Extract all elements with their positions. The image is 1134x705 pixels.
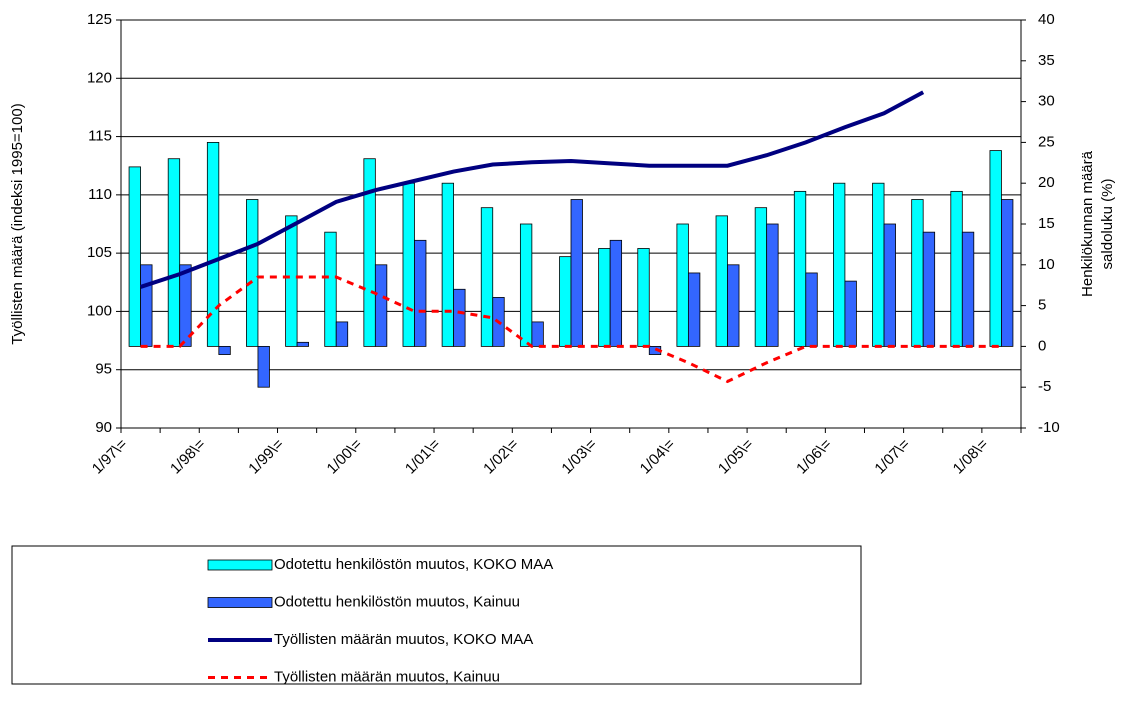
y-tick-label: 95 [95,361,112,378]
bar [257,345,270,388]
legend-label: Odotettu henkilöstön muutos, KOKO MAA [274,556,553,573]
y-tick-label: 115 [88,128,112,145]
x-tick-label: 1/01\= [402,435,444,477]
bar [414,239,427,347]
bar [872,182,885,347]
x-tick-label: 1/98\= [167,435,209,477]
bar [833,182,846,347]
bar [324,231,337,347]
bar [637,248,650,347]
bar [296,341,309,347]
bar [766,223,779,347]
x-tick-label: 1/99\= [245,435,287,477]
x-tick-label: 1/04\= [637,435,679,477]
bar [570,199,583,347]
x-tick-label: 1/97\= [89,435,131,477]
bar [441,182,455,347]
bar [246,199,259,347]
bar [754,207,768,347]
legend-label: Työllisten määrän muutos, KOKO MAA [274,631,533,648]
x-tick-label: 1/06\= [793,435,835,477]
x-tick-label: 1/08\= [950,435,992,477]
y2-tick-label: -5 [1038,378,1051,395]
bar [531,321,544,347]
y2-tick-label: 0 [1038,337,1046,354]
bar [793,190,807,347]
y-tick-label: 90 [95,419,112,436]
bar [179,264,192,347]
y2-tick-label: 15 [1038,215,1055,232]
y2-tick-label: 5 [1038,297,1046,314]
y-tick-label: 120 [87,69,112,86]
x-tick-label: 1/00\= [324,435,366,477]
legend-swatch [207,597,273,608]
x-tick-label: 1/07\= [871,435,913,477]
y2-tick-label: 10 [1038,256,1055,273]
bar [374,264,388,347]
bar [453,288,466,347]
x-tick-label: 1/02\= [480,435,522,477]
y2-axis-label: Henkilökunnan määrä [1079,150,1096,297]
y-tick-label: 125 [87,11,112,28]
x-tick-label: 1/03\= [558,435,600,477]
y-tick-label: 105 [87,244,112,261]
line [139,90,925,289]
y-axis-label: Työllisten määrä (indeksi 1995=100) [9,103,26,344]
bar [559,256,572,347]
bar [167,158,181,347]
line [140,275,1002,384]
y-tick-label: 100 [87,302,112,319]
bar [363,158,376,347]
legend-label: Odotettu henkilöstön muutos, Kainuu [274,593,520,610]
bar [922,231,936,347]
bar [598,248,611,347]
bar [950,190,963,347]
bar [715,215,728,347]
y2-tick-label: 25 [1038,133,1055,150]
legend-swatch [207,559,273,571]
bar [140,264,153,347]
y2-tick-label: 40 [1038,11,1055,28]
bar [609,239,623,347]
bar [335,321,349,347]
bar [218,345,231,355]
y2-tick-label: -10 [1038,419,1060,436]
y-tick-label: 110 [88,186,112,203]
bar [844,280,857,347]
bar [883,223,896,347]
bar [676,223,689,347]
y2-tick-label: 35 [1038,52,1055,69]
bar [480,207,494,347]
bar [519,223,533,347]
bar [911,199,924,347]
bar [687,272,701,347]
legend-label: Työllisten määrän muutos, Kainuu [274,668,500,685]
bar [805,272,818,347]
bar [1001,199,1014,347]
bar [128,166,141,347]
bar [285,215,298,347]
y2-tick-label: 20 [1038,174,1055,191]
bar [961,231,975,347]
bar [727,264,740,347]
bar [206,141,220,347]
legend-box [11,545,862,685]
y2-axis-label: saldoluku (%) [1099,179,1116,270]
bar [989,150,1002,347]
y2-tick-label: 30 [1038,93,1055,110]
x-tick-label: 1/05\= [715,435,757,477]
bar [402,182,415,347]
